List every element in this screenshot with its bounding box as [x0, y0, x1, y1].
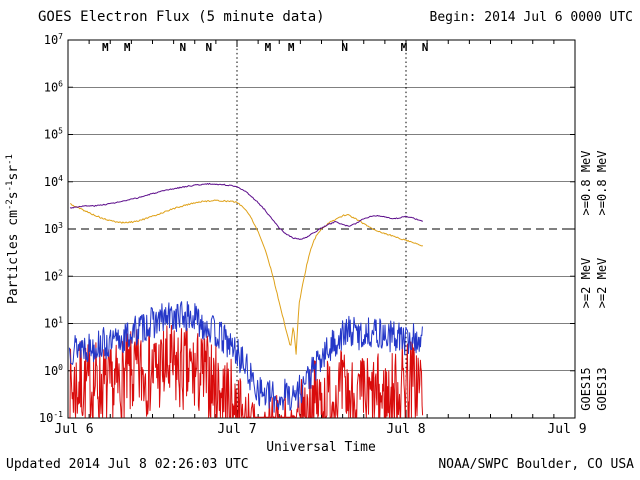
noon-midnight-marker: N [206, 41, 213, 54]
noon-midnight-marker: M [265, 41, 272, 54]
y-tick-label: 106 [44, 79, 63, 94]
noon-midnight-marker: N [179, 41, 186, 54]
y-tick-label: 100 [44, 363, 63, 378]
noon-midnight-marker: M [124, 41, 131, 54]
x-tick-jul9: Jul 9 [547, 422, 586, 437]
legend-goes13-e08: >=0.8 MeV [595, 150, 609, 215]
y-axis-title: Particles cm-2s-1sr-1 [5, 154, 21, 304]
legend-goes13-e2: >=2 MeV [595, 258, 609, 309]
x-tick-jul6: Jul 6 [54, 422, 93, 437]
series-goes15-e08 [69, 182, 423, 240]
legend-goes15-e08: >=0.8 MeV [579, 150, 593, 215]
noon-midnight-marker: M [401, 41, 408, 54]
noon-midnight-marker: N [341, 41, 348, 54]
series-layer [68, 182, 424, 418]
y-tick-label: 101 [44, 316, 63, 331]
credit-label: NOAA/SWPC Boulder, CO USA [438, 457, 634, 472]
x-axis-title: Universal Time [266, 440, 376, 455]
page-title: GOES Electron Flux (5 minute data) [38, 9, 325, 25]
noon-midnight-marker: N [422, 41, 429, 54]
noon-midnight-marker: M [288, 41, 295, 54]
series-goes13-e08 [69, 199, 423, 355]
legend-goes13-name: GOES13 [595, 367, 609, 410]
legend-goes15-name: GOES15 [579, 367, 593, 410]
begin-label: Begin: 2014 Jul 6 0000 UTC [430, 10, 634, 25]
x-tick-jul7: Jul 7 [217, 422, 256, 437]
noon-midnight-marker: M [102, 41, 109, 54]
y-tick-label: 102 [44, 268, 63, 283]
series-goes15-e2 [68, 301, 423, 413]
y-tick-label: 107 [44, 32, 63, 47]
y-tick-label: 103 [44, 221, 63, 236]
legend-goes15-e2: >=2 MeV [579, 258, 593, 309]
x-tick-jul8: Jul 8 [386, 422, 425, 437]
updated-label: Updated 2014 Jul 8 02:26:03 UTC [6, 457, 249, 472]
y-tick-label: 104 [44, 174, 63, 189]
y-axis-title-layer: Particles cm-2s-1sr-1 [5, 154, 21, 304]
y-tick-label: 105 [44, 127, 63, 142]
series-goes13-e2 [69, 324, 424, 418]
